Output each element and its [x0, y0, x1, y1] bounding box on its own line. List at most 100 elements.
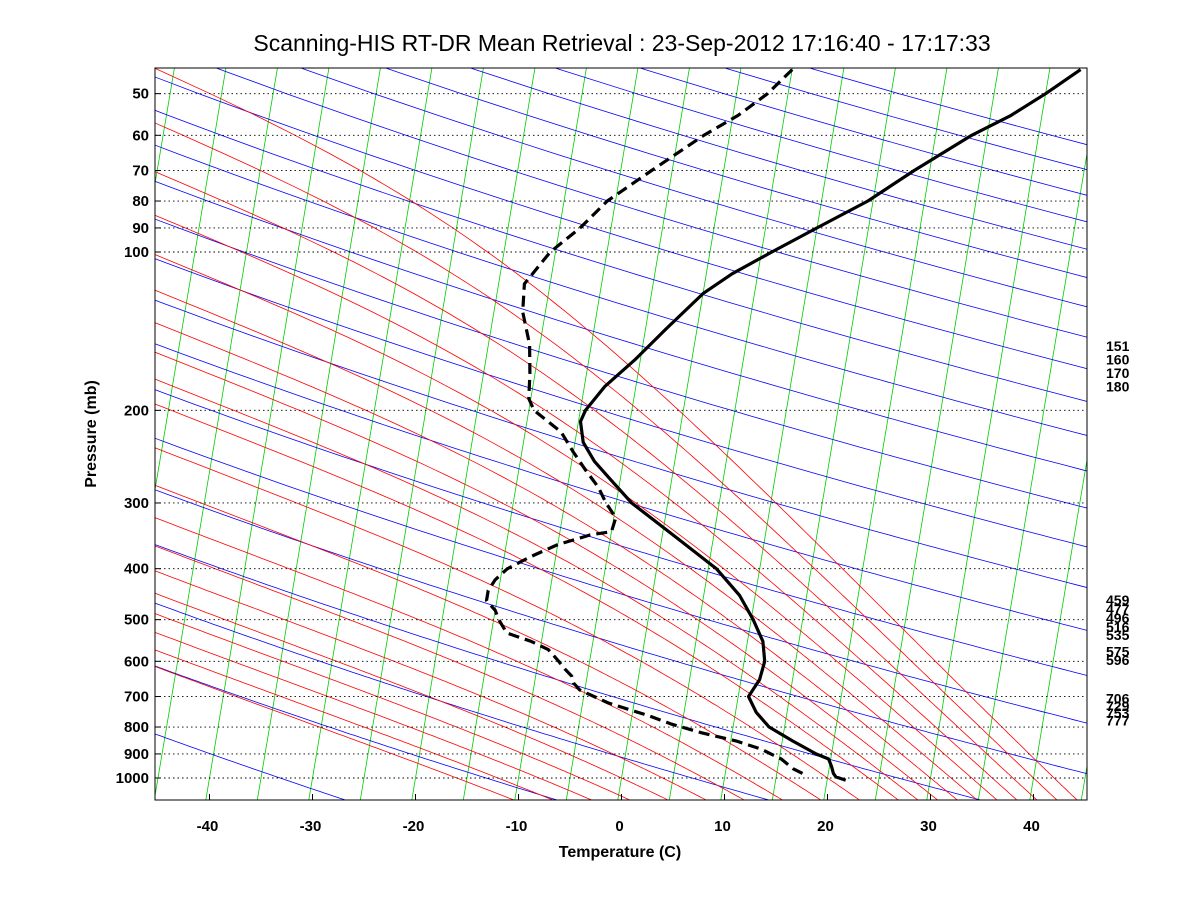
y-tick-label: 700 [124, 689, 149, 706]
y-tick-label: 500 [124, 612, 149, 629]
right-annotation-label: 753 [1106, 705, 1130, 721]
dry-adiabat-line [155, 602, 769, 800]
dewpoint-profile-line [484, 68, 804, 775]
y-tick-label: 50 [132, 86, 149, 103]
dry-adiabat-line [155, 665, 557, 800]
dry-adiabat-line [0, 43, 133, 800]
isotherm-line [205, 68, 330, 800]
right-annotation-label: 459 [1106, 592, 1130, 608]
dry-adiabat-line [299, 68, 1087, 308]
moist-adiabat-line [155, 351, 938, 800]
y-tick-label: 800 [124, 719, 149, 736]
x-tick-label: 30 [920, 818, 937, 835]
isotherm-line [0, 43, 127, 800]
x-tick-label: -40 [197, 818, 219, 835]
y-tick-label: 60 [132, 127, 149, 144]
isotherm-line [823, 68, 948, 800]
y-tick-label: 1000 [116, 770, 149, 787]
dry-adiabat-line [638, 68, 1087, 196]
isotherm-line [155, 68, 175, 186]
moist-adiabat-line [155, 122, 1057, 800]
x-axis-label: Temperature (C) [559, 844, 681, 861]
x-tick-label: 20 [817, 818, 834, 835]
dry-adiabat-line [155, 299, 1087, 588]
isotherm-line [0, 43, 76, 800]
moist-adiabat-line [155, 592, 668, 800]
moist-adiabat-line [155, 484, 821, 800]
moist-adiabat-line [155, 214, 1017, 800]
moist-adiabat-line [155, 545, 745, 800]
y-tick-label: 900 [124, 746, 149, 763]
y-tick-label: 400 [124, 561, 149, 578]
moist-adiabat-line [155, 447, 860, 800]
moist-adiabat-line [155, 68, 1078, 800]
dry-adiabat-line [155, 109, 1087, 402]
y-tick-label: 70 [132, 163, 149, 180]
isotherm-line [1029, 457, 1087, 800]
dry-adiabat-line [155, 76, 1087, 370]
right-annotation-label: 151 [1106, 338, 1130, 354]
moist-adiabat-line [155, 403, 899, 800]
dry-adiabat-line [155, 343, 1087, 631]
y-tick-label: 300 [124, 495, 149, 512]
dry-adiabat-line [808, 68, 1087, 146]
x-tick-label: 40 [1023, 818, 1040, 835]
x-axis-ticks: -40 -30 -20 -10 0 10 20 30 40 [197, 794, 1040, 835]
dry-adiabat-line [155, 218, 1087, 509]
right-annotation-label: 575 [1106, 644, 1130, 660]
background-lines [0, 43, 1200, 800]
isotherm-line [0, 43, 24, 800]
dry-adiabat-line [553, 68, 1087, 223]
temperature-profile-line [578, 68, 1082, 782]
moist-adiabat-line [155, 613, 630, 800]
dry-adiabat-line [469, 68, 1087, 250]
isotherm-line [565, 68, 690, 800]
y-axis-label: Pressure (mb) [83, 380, 100, 488]
right-annotation-label: 180 [1106, 378, 1130, 394]
y-tick-label: 200 [124, 402, 149, 419]
dry-adiabat-line [155, 389, 1087, 676]
isotherm-line [411, 68, 536, 800]
x-tick-label: -30 [300, 818, 322, 835]
right-annotation-label: 729 [1106, 698, 1130, 714]
y-tick-label: 90 [132, 220, 149, 237]
isotherm-line [1133, 43, 1200, 800]
moist-adiabat-line [155, 631, 592, 800]
isotherm-line [256, 68, 381, 800]
dry-adiabat-line [155, 544, 980, 800]
dry-adiabat-line [155, 733, 345, 800]
moist-adiabat-line [155, 517, 783, 800]
moist-adiabat-line [155, 649, 553, 800]
y-axis-ticks: 50 60 70 80 90 100 200 300 400 500 600 700 800 900 100… [116, 86, 161, 787]
x-tick-label: -10 [506, 818, 528, 835]
y-tick-label: 80 [132, 193, 149, 210]
isotherm-line [359, 68, 484, 800]
isotherm-line [668, 68, 793, 800]
x-tick-label: -20 [403, 818, 425, 835]
moist-adiabat-line [155, 289, 978, 800]
right-annotation-label: 706 [1106, 690, 1130, 706]
isotherm-line [1080, 763, 1087, 800]
right-annotation-label: 596 [1106, 652, 1130, 668]
moist-adiabat-line [155, 378, 918, 800]
x-tick-label: 0 [615, 818, 623, 835]
dry-adiabat-line [723, 68, 1087, 171]
moist-adiabat-line [155, 322, 958, 800]
chart-title: Scanning-HIS RT-DR Mean Retrieval : 23-S… [253, 30, 990, 56]
isotherm-line [874, 68, 999, 800]
x-tick-label: 10 [714, 818, 731, 835]
moist-adiabat-line [155, 171, 1037, 800]
isotherm-line [155, 68, 227, 493]
right-annotation-label: 496 [1106, 610, 1130, 626]
profiles [484, 68, 1082, 782]
right-annotation-label: 160 [1106, 351, 1130, 367]
dry-adiabat-line [155, 258, 1087, 548]
right-annotation-label: 535 [1106, 627, 1130, 643]
dry-adiabat-line [155, 144, 1087, 436]
right-annotation-label: 170 [1106, 365, 1130, 381]
moist-adiabat-line [155, 666, 514, 800]
dry-adiabat-line [155, 489, 1087, 775]
isotherm-line [771, 68, 896, 800]
